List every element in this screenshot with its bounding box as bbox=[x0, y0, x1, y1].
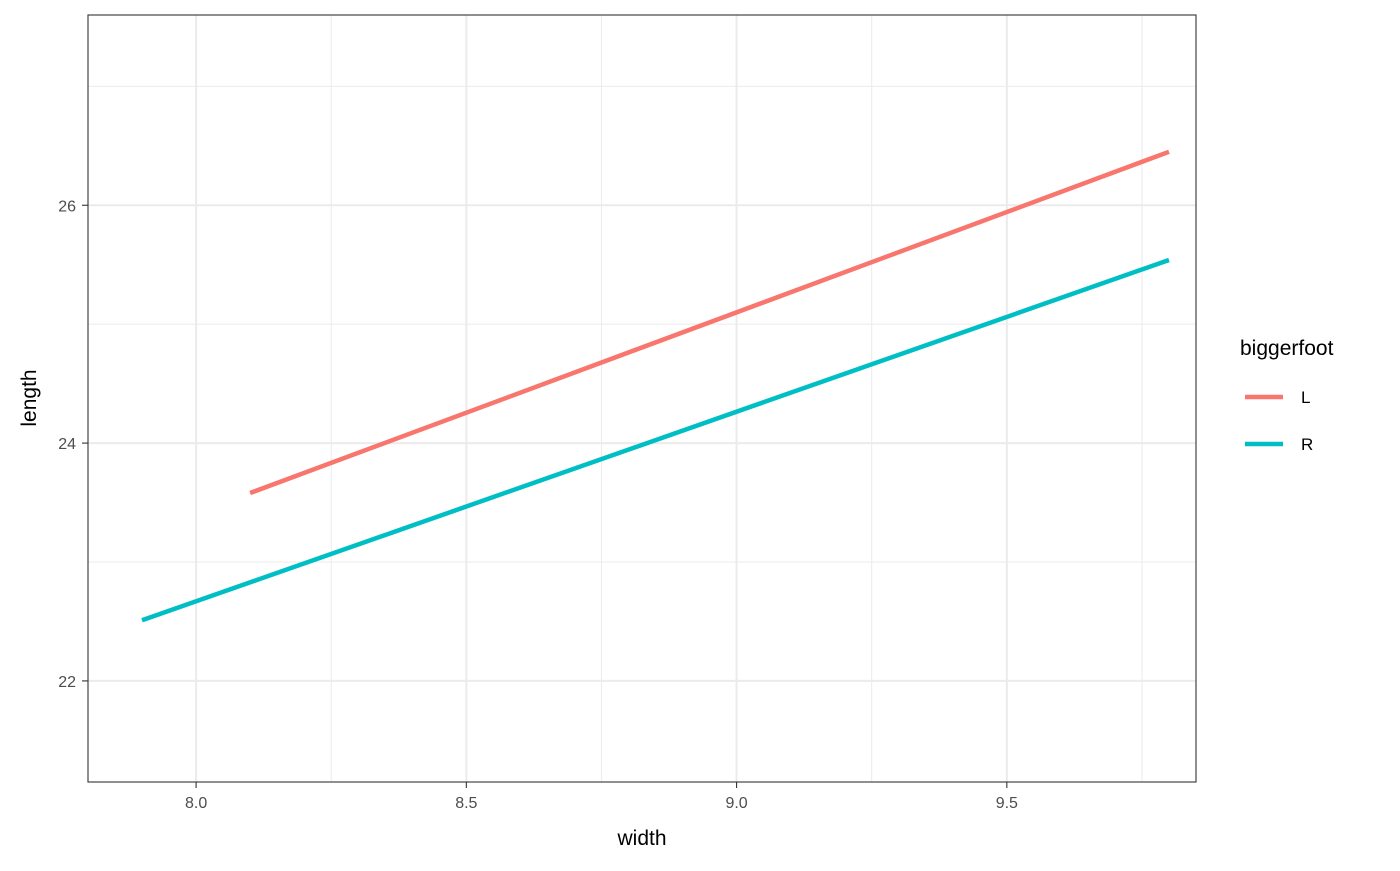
y-axis-title: length bbox=[18, 369, 41, 426]
y-tick-label: 24 bbox=[58, 436, 76, 453]
x-tick-label: 9.5 bbox=[996, 795, 1018, 812]
series-layer bbox=[141, 149, 1170, 623]
x-axis-title: width bbox=[616, 827, 666, 850]
legend-label-R: R bbox=[1301, 435, 1313, 454]
series-line-L bbox=[249, 149, 1170, 496]
x-tick-label: 9.0 bbox=[725, 795, 747, 812]
y-tick-label: 22 bbox=[58, 674, 76, 691]
x-tick-label: 8.0 bbox=[185, 795, 207, 812]
plot-border bbox=[87, 14, 1197, 783]
axis-layer: 8.0 8.5 9.0 9.5 22 24 26 bbox=[58, 198, 1018, 812]
legend: biggerfoot L R bbox=[1240, 337, 1334, 454]
legend-label-L: L bbox=[1301, 388, 1310, 407]
y-tick-label: 26 bbox=[58, 198, 76, 215]
legend-title: biggerfoot bbox=[1240, 337, 1334, 360]
series-line-R bbox=[141, 257, 1170, 623]
x-tick-label: 8.5 bbox=[455, 795, 477, 812]
plot-panel bbox=[88, 15, 1196, 782]
